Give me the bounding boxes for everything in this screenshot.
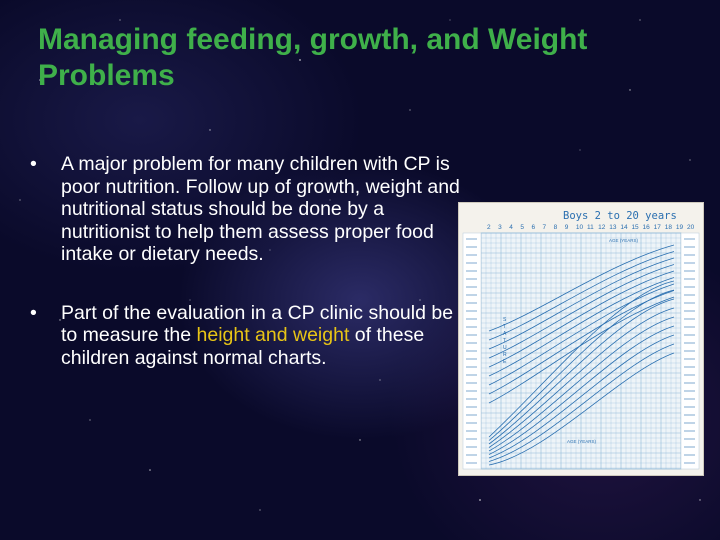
age-tick-label: 3 bbox=[498, 224, 502, 231]
stature-letter: E bbox=[503, 359, 507, 365]
age-tick-label: 4 bbox=[509, 224, 513, 231]
growth-chart-graphic: Boys 2 to 20 years 2 3 4 5 6 7 8 9 10 11 12 13 14 15 1… bbox=[462, 210, 700, 470]
top-axis-label: AGE (YEARS) bbox=[609, 238, 639, 243]
weight-percentile-curve bbox=[488, 334, 675, 459]
chart-grid bbox=[480, 232, 682, 469]
age-tick-label: 14 bbox=[620, 224, 628, 231]
bullet-item-nutrition: • A major problem for many children with… bbox=[30, 153, 470, 266]
age-tick-label: 7 bbox=[543, 224, 547, 231]
age-tick-label: 18 bbox=[665, 224, 673, 231]
growth-chart-heading: Boys 2 to 20 years bbox=[563, 210, 677, 222]
bullet-icon: • bbox=[30, 301, 37, 324]
stature-percentile-curve bbox=[488, 251, 675, 341]
stature-letter: S bbox=[503, 317, 507, 323]
highlighted-text: height and weight bbox=[196, 324, 350, 346]
stature-percentile-curve bbox=[488, 270, 675, 368]
bullet-list: • A major problem for many children with… bbox=[30, 153, 470, 405]
age-tick-label: 10 bbox=[576, 224, 584, 231]
age-tick-label: 16 bbox=[643, 224, 651, 231]
age-tick-label: 5 bbox=[520, 224, 524, 231]
weight-percentile-curve bbox=[488, 280, 675, 438]
age-tick-label: 19 bbox=[676, 224, 684, 231]
percentile-curves bbox=[488, 244, 675, 466]
stature-percentile-curve bbox=[488, 283, 675, 386]
bullet-text: A major problem for many children with C… bbox=[61, 153, 460, 265]
growth-chart-image: Boys 2 to 20 years 2 3 4 5 6 7 8 9 10 11 12 13 14 15 1… bbox=[458, 202, 704, 476]
stature-percentile-curve bbox=[488, 277, 675, 377]
stature-percentile-curve bbox=[488, 296, 675, 404]
weight-percentile-curve bbox=[488, 298, 675, 445]
age-tick-label: 20 bbox=[687, 224, 695, 231]
age-tick-label: 9 bbox=[565, 224, 569, 231]
bullet-text-end: of these children against normal charts. bbox=[61, 324, 425, 369]
stature-percentile-curve bbox=[488, 244, 675, 332]
stature-percentile-curve bbox=[488, 257, 675, 350]
weight-percentile-curve bbox=[488, 325, 675, 455]
age-tick-label: 2 bbox=[487, 224, 491, 231]
stature-letter: T bbox=[503, 324, 506, 330]
weight-percentile-curve bbox=[488, 343, 675, 462]
weight-percentile-curve bbox=[488, 352, 675, 466]
age-tick-label: 8 bbox=[554, 224, 558, 231]
weight-percentile-curve bbox=[488, 289, 675, 441]
weight-percentile-curve bbox=[488, 307, 675, 448]
stature-letter: T bbox=[503, 338, 506, 344]
age-tick-label: 17 bbox=[654, 224, 662, 231]
stature-letter: A bbox=[503, 331, 507, 337]
bullet-text: Part of the evaluation in a CP clinic sh… bbox=[61, 301, 454, 347]
bullet-icon: • bbox=[30, 153, 37, 175]
age-tick-label: 11 bbox=[587, 224, 594, 231]
stature-percentile-curve bbox=[488, 264, 675, 359]
scale-numbers bbox=[466, 238, 695, 464]
stature-letter: R bbox=[503, 352, 507, 358]
age-tick-label: 15 bbox=[631, 224, 639, 231]
age-tick-label: 12 bbox=[598, 224, 606, 231]
bullet-item-evaluation: • Part of the evaluation in a CP clinic … bbox=[30, 302, 470, 370]
stature-letter: U bbox=[503, 345, 507, 351]
age-tick-label: 6 bbox=[531, 224, 535, 231]
bottom-axis-label: AGE (YEARS) bbox=[567, 439, 597, 444]
slide-title: Managing feeding, growth, and Weight Pro… bbox=[38, 23, 588, 92]
age-tick-labels: 2 3 4 5 6 7 8 9 10 11 12 13 14 15 16 17 18 19 20 bbox=[487, 224, 695, 231]
weight-percentile-curve bbox=[488, 316, 675, 452]
age-tick-label: 13 bbox=[609, 224, 617, 231]
